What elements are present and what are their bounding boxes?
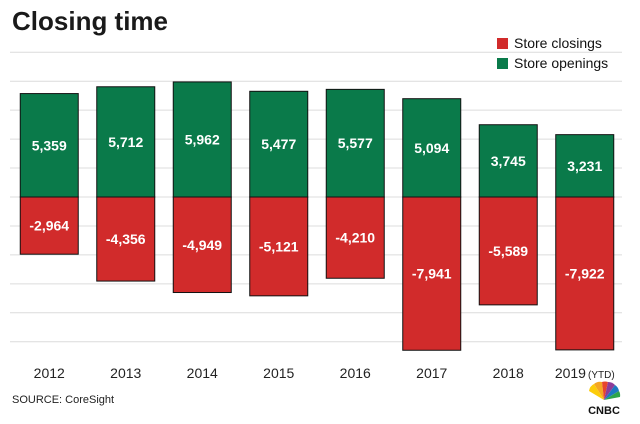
- bar-opening: [325, 88, 385, 198]
- chart-title: Closing time: [12, 6, 168, 36]
- bar-opening: [19, 93, 79, 198]
- bar-opening: [402, 98, 462, 198]
- x-tick-label: 2016: [340, 365, 371, 381]
- legend-swatch: [497, 58, 508, 69]
- bar-closing: [172, 196, 232, 294]
- bar-opening: [249, 90, 309, 198]
- data-label: -5,589: [488, 243, 528, 259]
- data-label: 3,745: [491, 153, 526, 169]
- data-label: -7,941: [412, 266, 452, 282]
- peacock-logo-icon: [589, 381, 621, 400]
- data-label: 5,577: [338, 135, 373, 151]
- bar-opening: [478, 124, 538, 198]
- bar-closing: [19, 196, 79, 255]
- data-label: 5,094: [414, 140, 449, 156]
- bar-closing: [555, 196, 615, 351]
- data-label: -2,964: [29, 218, 69, 234]
- bar-opening: [96, 86, 156, 198]
- bar-closing: [402, 196, 462, 351]
- value-labels: 5,359 -2,964 5,712 -4,356 5,962 -4,949 5,477 -5…: [29, 131, 604, 281]
- logo-text: CNBC: [588, 405, 620, 417]
- bars: [19, 81, 615, 351]
- legend-label: Store openings: [514, 55, 608, 71]
- x-tick-label: 2019 (YTD): [555, 365, 615, 381]
- cnbc-logo: CNBC: [588, 381, 621, 417]
- data-label: -5,121: [259, 238, 299, 254]
- x-axis-ticks: 2012 2013 2014 2015 2016 2017 2018 2019 (YTD): [34, 365, 615, 381]
- bar-closing: [478, 196, 538, 306]
- data-label: 5,477: [261, 136, 296, 152]
- data-label: 5,359: [32, 137, 67, 153]
- data-label: -4,949: [182, 237, 222, 253]
- data-label: -4,356: [106, 231, 146, 247]
- bar-closing: [249, 196, 309, 297]
- x-tick-label: 2018: [493, 365, 524, 381]
- data-label: 5,712: [108, 134, 143, 150]
- legend-swatch: [497, 38, 508, 49]
- bar-opening: [555, 134, 615, 198]
- data-label: -4,210: [335, 230, 375, 246]
- bar-opening: [172, 81, 232, 198]
- bar-closing: [96, 196, 156, 282]
- x-tick-label: 2014: [187, 365, 218, 381]
- legend-label: Store closings: [514, 35, 602, 51]
- x-tick-label: 2013: [110, 365, 141, 381]
- data-label: -7,922: [565, 265, 605, 281]
- data-label: 5,962: [185, 131, 220, 147]
- data-label: 3,231: [567, 158, 602, 174]
- legend: Store closings Store openings: [497, 35, 608, 71]
- x-tick-label: 2015: [263, 365, 294, 381]
- x-tick-label: 2017: [416, 365, 447, 381]
- x-tick-label: 2012: [34, 365, 65, 381]
- source-note: SOURCE: CoreSight: [12, 394, 114, 406]
- bar-closing: [325, 196, 385, 279]
